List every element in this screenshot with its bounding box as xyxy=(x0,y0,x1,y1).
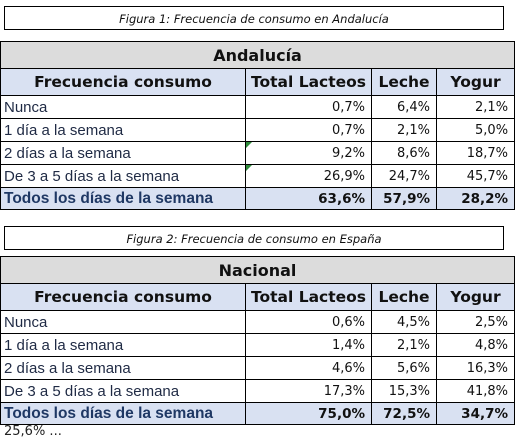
cell-yogur: 5,0% xyxy=(435,118,516,142)
figure2-caption: Figura 2: Frecuencia de consumo en Españ… xyxy=(4,226,504,250)
row-label: Nunca xyxy=(0,310,246,334)
row-label: De 3 a 5 días a la semana xyxy=(0,379,246,403)
table-row: 2 días a la semana 4,6% 5,6% 16,3% xyxy=(0,356,516,380)
column-header-total-lacteos: Total Lacteos xyxy=(245,68,372,96)
cell-total-lacteos: 0,7% xyxy=(245,95,372,119)
total-leche-value: 72,5% xyxy=(371,402,437,425)
column-header-yogur: Yogur xyxy=(435,68,516,96)
table-row: Nunca 0,6% 4,5% 2,5% xyxy=(0,310,516,334)
cell-yogur: 18,7% xyxy=(435,141,516,165)
cell-yogur: 2,5% xyxy=(435,310,516,334)
row-label: 1 día a la semana xyxy=(0,118,246,142)
column-header-yogur: Yogur xyxy=(435,283,516,311)
row-label: 2 días a la semana xyxy=(0,141,246,165)
column-header-frecuencia: Frecuencia consumo xyxy=(0,68,246,96)
cell-leche: 6,4% xyxy=(371,95,437,119)
total-lacteos-value: 75,0% xyxy=(245,402,372,425)
cell-total-lacteos: 0,7% xyxy=(245,118,372,142)
column-header-leche: Leche xyxy=(371,68,437,96)
body-text-fragment: 25,6% ... xyxy=(4,424,62,439)
total-yogur-value: 28,2% xyxy=(435,187,516,210)
cell-leche: 4,5% xyxy=(371,310,437,334)
table-row: De 3 a 5 días a la semana 26,9% 24,7% 45… xyxy=(0,164,516,188)
cell-leche: 2,1% xyxy=(371,118,437,142)
cell-yogur: 45,7% xyxy=(435,164,516,188)
column-header-total-lacteos: Total Lacteos xyxy=(245,283,372,311)
cell-yogur: 16,3% xyxy=(435,356,516,380)
table-row: 1 día a la semana 0,7% 2,1% 5,0% xyxy=(0,118,516,142)
figure2-region: Nacional xyxy=(0,256,516,284)
cell-leche: 2,1% xyxy=(371,333,437,357)
cell-total-lacteos: 4,6% xyxy=(245,356,372,380)
total-row: Todos los días de la semana 63,6% 57,9% … xyxy=(0,187,516,210)
table-row: Nunca 0,7% 6,4% 2,1% xyxy=(0,95,516,119)
total-yogur-value: 34,7% xyxy=(435,402,516,425)
total-leche-value: 57,9% xyxy=(371,187,437,210)
column-header-leche: Leche xyxy=(371,283,437,311)
total-label: Todos los días de la semana xyxy=(0,402,246,425)
cell-total-lacteos: 0,6% xyxy=(245,310,372,334)
figure1-caption: Figura 1: Frecuencia de consumo en Andal… xyxy=(4,6,504,30)
figure1-table: Andalucía Frecuencia consumo Total Lacte… xyxy=(0,41,516,210)
cell-total-lacteos: 26,9% xyxy=(245,164,372,188)
cell-yogur: 4,8% xyxy=(435,333,516,357)
cell-total-lacteos: 17,3% xyxy=(245,379,372,403)
cell-leche: 24,7% xyxy=(371,164,437,188)
total-label: Todos los días de la semana xyxy=(0,187,246,210)
cell-yogur: 2,1% xyxy=(435,95,516,119)
cell-leche: 8,6% xyxy=(371,141,437,165)
cell-yogur: 41,8% xyxy=(435,379,516,403)
table-row: 2 días a la semana 9,2% 8,6% 18,7% xyxy=(0,141,516,165)
total-lacteos-value: 63,6% xyxy=(245,187,372,210)
table-row: De 3 a 5 días a la semana 17,3% 15,3% 41… xyxy=(0,379,516,403)
cell-total-lacteos: 1,4% xyxy=(245,333,372,357)
table-row: 1 día a la semana 1,4% 2,1% 4,8% xyxy=(0,333,516,357)
column-header-frecuencia: Frecuencia consumo xyxy=(0,283,246,311)
row-label: Nunca xyxy=(0,95,246,119)
cell-leche: 5,6% xyxy=(371,356,437,380)
figure1-region: Andalucía xyxy=(0,41,516,69)
cell-leche: 15,3% xyxy=(371,379,437,403)
row-label: 1 día a la semana xyxy=(0,333,246,357)
total-row: Todos los días de la semana 75,0% 72,5% … xyxy=(0,402,516,425)
figure2-table: Nacional Frecuencia consumo Total Lacteo… xyxy=(0,256,516,425)
row-label: De 3 a 5 días a la semana xyxy=(0,164,246,188)
cell-total-lacteos: 9,2% xyxy=(245,141,372,165)
row-label: 2 días a la semana xyxy=(0,356,246,380)
